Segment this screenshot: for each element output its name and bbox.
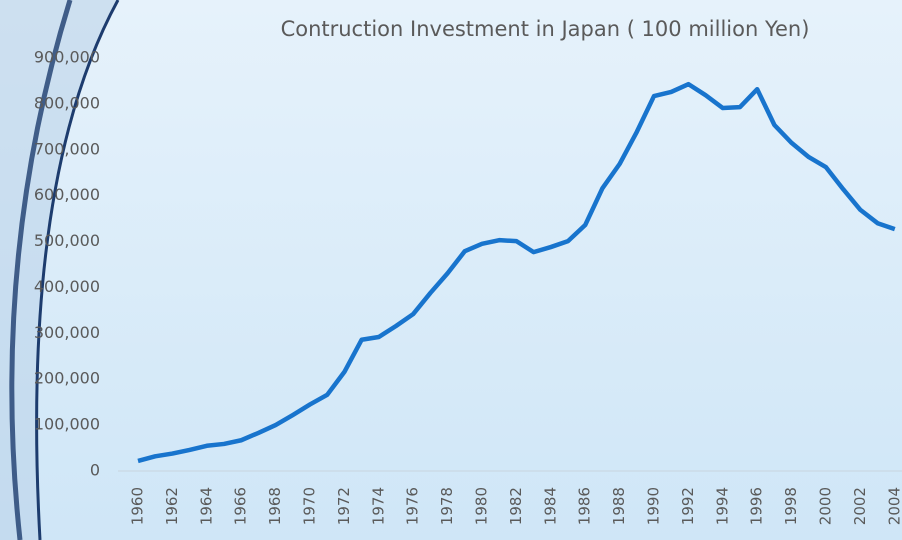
y-tick-label: 100,000 <box>34 415 100 434</box>
x-tick-label: 1960 <box>129 487 147 525</box>
y-tick-label: 200,000 <box>34 369 100 388</box>
x-tick-label: 1992 <box>679 487 697 525</box>
x-tick-label: 1994 <box>713 487 731 525</box>
y-tick-label: 900,000 <box>34 48 100 67</box>
x-tick-label: 1990 <box>645 487 663 525</box>
decoration <box>0 0 118 540</box>
x-tick-label: 1978 <box>438 487 456 525</box>
y-tick-label: 700,000 <box>34 139 100 158</box>
x-tick-label: 2000 <box>817 487 835 525</box>
x-tick-label: 1974 <box>369 487 387 525</box>
y-tick-label: 600,000 <box>34 185 100 204</box>
x-tick-label: 1980 <box>473 487 491 525</box>
y-tick-label: 800,000 <box>34 93 100 112</box>
x-tick-label: 1998 <box>782 487 800 525</box>
y-tick-label: 400,000 <box>34 277 100 296</box>
plot-area: 0 100,000 200,000 300,000 400,000 500,000 600,… <box>34 48 902 525</box>
x-tick-label: 1984 <box>541 487 559 525</box>
x-tick-label: 1988 <box>610 487 628 525</box>
x-tick-label: 1982 <box>507 487 525 525</box>
decoration-arc <box>9 0 73 540</box>
y-tick-label: 0 <box>90 461 100 480</box>
x-tick-label: 1970 <box>301 487 319 525</box>
x-tick-label: 1976 <box>404 487 422 525</box>
x-tick-label: 1996 <box>748 487 766 525</box>
x-tick-label: 1968 <box>266 487 284 525</box>
data-line <box>137 81 896 464</box>
x-tick-label: 2004 <box>885 487 902 525</box>
y-tick-label: 300,000 <box>34 323 100 342</box>
x-tick-label: 1966 <box>232 487 250 525</box>
y-tick-label: 500,000 <box>34 231 100 250</box>
decoration-arc <box>35 0 120 540</box>
x-tick-label: 1962 <box>163 487 181 525</box>
x-tick-label: 1964 <box>197 487 215 525</box>
x-tick-label: 1972 <box>335 487 353 525</box>
x-tick-label: 2002 <box>851 487 869 525</box>
chart-title: Contruction Investment in Japan ( 100 mi… <box>281 17 810 41</box>
x-tick-label: 1986 <box>576 487 594 525</box>
